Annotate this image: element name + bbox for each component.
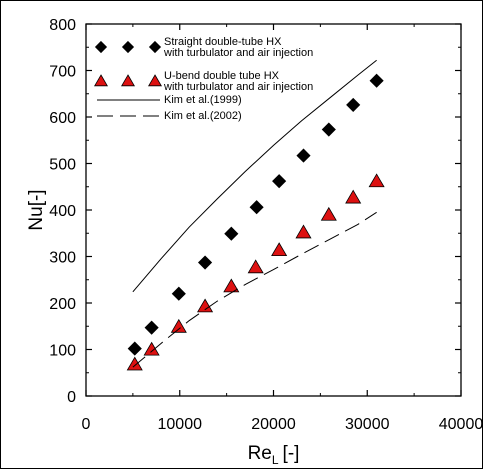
data-point-straight-hx (127, 341, 142, 356)
data-point-u-bend-hx (197, 298, 214, 313)
legend-label-line: Kim et al.(2002) (164, 110, 242, 122)
legend-label: Kim et al.(2002) (164, 110, 242, 122)
legend-symbol-triangle (148, 74, 162, 87)
y-tick-label: 300 (49, 250, 76, 267)
data-point-u-bend-hx (368, 173, 385, 188)
y-tick-label: 500 (49, 157, 76, 174)
series-layer (126, 59, 385, 371)
legend: Straight double-tube HX with turbulator a… (94, 36, 313, 122)
legend-symbol-diamond (148, 40, 162, 54)
legend-symbol-diamond (94, 40, 108, 54)
x-tick-label: 10000 (158, 416, 203, 433)
series-line-kim-1999 (132, 59, 377, 293)
y-tick-label: 700 (49, 64, 76, 81)
y-tick-label: 800 (49, 17, 76, 34)
x-tick-label: 30000 (345, 416, 390, 433)
data-point-u-bend-hx (320, 206, 337, 221)
data-point-u-bend-hx (271, 242, 288, 256)
x-axis-label-subscript: L (272, 453, 279, 467)
series-line-kim-2002 (132, 211, 377, 368)
data-point-straight-hx (369, 73, 384, 88)
x-tick-label: 20000 (251, 416, 296, 433)
data-point-straight-hx (296, 148, 311, 163)
legend-symbol-triangle (121, 74, 135, 87)
data-point-u-bend-hx (126, 356, 143, 371)
data-point-u-bend-hx (247, 259, 264, 274)
data-point-u-bend-hx (170, 318, 187, 333)
y-axis-label: Nu[-] (26, 189, 47, 230)
x-axis-label-main: Re (248, 443, 272, 464)
y-tick-label: 600 (49, 110, 76, 127)
legend-label-line: with turbulator and air injection (163, 47, 313, 59)
data-point-straight-hx (144, 320, 159, 335)
data-point-u-bend-hx (345, 189, 362, 204)
legend-symbol-triangle (94, 74, 108, 87)
x-axis-label: ReL [-] (248, 443, 300, 467)
legend-label-line: with turbulator and air injection (163, 81, 313, 93)
legend-label-line: Straight double-tube HX (164, 36, 282, 48)
axis-tick-labels: 0 10000 20000 30000 40000 0 100 200 300 400 500 600… (49, 17, 483, 433)
data-point-straight-hx (272, 174, 287, 189)
data-point-straight-hx (321, 122, 336, 137)
y-tick-label: 100 (49, 343, 76, 360)
x-tick-label: 40000 (439, 416, 483, 433)
x-axis-label-unit: [-] (283, 443, 300, 464)
data-point-u-bend-hx (295, 224, 312, 239)
data-point-straight-hx (249, 200, 264, 215)
data-point-u-bend-hx (223, 278, 240, 293)
legend-label-line: Kim et al.(1999) (164, 94, 242, 106)
legend-symbol-diamond (121, 40, 135, 54)
data-point-straight-hx (171, 286, 186, 301)
y-tick-label: 400 (49, 203, 76, 220)
axis-ticks (85, 23, 462, 397)
data-point-straight-hx (197, 255, 213, 270)
x-tick-label: 0 (82, 416, 91, 433)
y-tick-label: 0 (67, 389, 76, 406)
legend-label: Straight double-tube HX with turbulator a… (163, 36, 313, 59)
data-point-straight-hx (346, 97, 361, 112)
y-tick-label: 200 (49, 296, 76, 313)
data-point-straight-hx (224, 226, 239, 241)
legend-label-line: U-bend double tube HX (164, 70, 280, 82)
legend-label: U-bend double tube HX with turbulator and… (163, 70, 313, 93)
legend-label: Kim et al.(1999) (164, 94, 242, 106)
